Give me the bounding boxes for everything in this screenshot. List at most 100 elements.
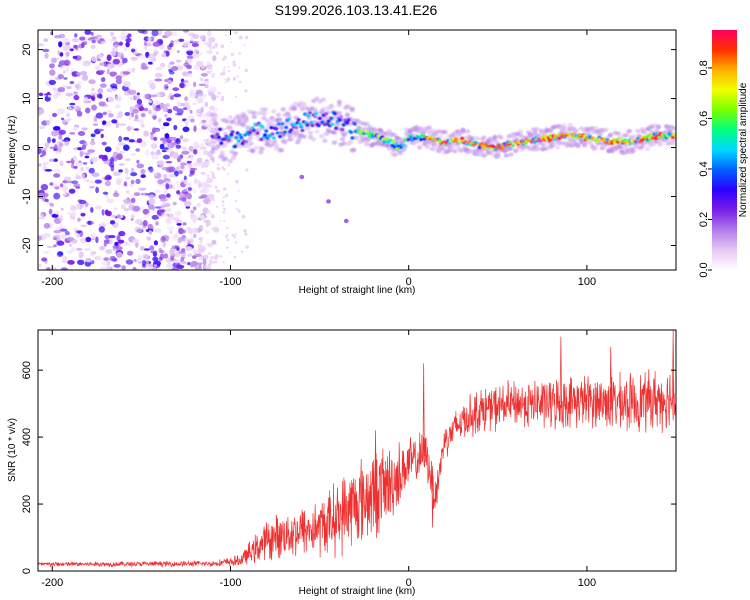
noise-blob (190, 153, 194, 161)
noise-blob (62, 118, 66, 125)
noise-blob (176, 222, 182, 226)
signal-halo (271, 109, 277, 114)
noise-blob (186, 105, 191, 111)
noise-blob (95, 66, 101, 71)
noise-blob (203, 219, 211, 223)
signal-halo (269, 115, 275, 121)
noise-blob (53, 173, 61, 178)
noise-blob (155, 221, 159, 226)
noise-blob (186, 246, 193, 252)
noise-blob (166, 263, 173, 269)
noise-blob (188, 70, 193, 74)
signal-halo (474, 136, 480, 141)
noise-dot (222, 196, 225, 199)
noise-blob (113, 207, 118, 211)
snr-y-tick-label: 400 (21, 428, 33, 446)
signal-halo (248, 135, 254, 140)
signal-halo (578, 126, 585, 131)
noise-blob (139, 245, 145, 251)
noise-blob (148, 230, 153, 235)
colorbar-tick-label: 0.4 (698, 161, 710, 176)
noise-blob (206, 49, 213, 55)
signal-band (210, 96, 676, 164)
noise-blob (54, 168, 62, 174)
signal-halo (437, 134, 443, 139)
noise-blob (78, 199, 87, 205)
noise-blob (51, 138, 56, 143)
noise-blob (165, 166, 174, 173)
noise-blob (40, 184, 49, 191)
noise-blob (170, 95, 174, 101)
noise-dot (235, 179, 239, 184)
noise-blob (70, 163, 75, 169)
spectrogram-y-tick-label: 0 (21, 144, 33, 150)
noise-blob (165, 183, 170, 190)
noise-blob (73, 165, 78, 169)
noise-blob (191, 227, 199, 234)
noise-blob (166, 193, 171, 198)
signal-halo (341, 141, 347, 146)
noise-blob (73, 44, 78, 49)
snr-x-tick-label: 0 (406, 577, 412, 589)
noise-blob (70, 247, 76, 252)
signal-core (317, 116, 322, 121)
noise-blob (57, 74, 64, 79)
noise-blob (69, 132, 76, 135)
noise-blob (152, 41, 161, 47)
noise-dot (225, 34, 227, 37)
signal-core (216, 135, 221, 139)
noise-blob (65, 180, 74, 184)
signal-halo (493, 139, 500, 144)
noise-blob (196, 157, 203, 164)
snr-x-axis: -200 -100 0 100 (41, 330, 596, 589)
noise-blob (135, 218, 142, 225)
signal-core (552, 137, 557, 142)
noise-blob (204, 230, 210, 235)
noise-blob (46, 245, 54, 249)
noise-dot (226, 233, 229, 236)
noise-blob (163, 83, 169, 91)
signal-halo (534, 127, 540, 132)
noise-blob (104, 176, 108, 181)
signal-halo (336, 102, 342, 108)
colorbar-tick-label: 0.6 (698, 111, 710, 126)
signal-core (421, 134, 426, 138)
noise-blob (112, 151, 119, 156)
noise-blob (109, 157, 115, 163)
signal-halo (551, 141, 557, 146)
signal-halo (227, 125, 233, 130)
noise-blob (118, 123, 127, 126)
signal-core (310, 123, 315, 128)
noise-blob (159, 103, 168, 109)
noise-blob (69, 243, 73, 247)
noise-blob (153, 172, 158, 176)
snr-x-tick-label: 100 (578, 577, 596, 589)
noise-blob (176, 108, 184, 115)
noise-blob (148, 203, 154, 210)
signal-core (320, 120, 325, 124)
signal-halo (615, 131, 622, 136)
noise-blob (67, 105, 72, 110)
noise-blob (119, 150, 125, 154)
noise-blob (55, 227, 62, 231)
noise-blob (62, 256, 68, 263)
noise-blob (196, 179, 201, 183)
noise-dot (227, 163, 231, 167)
noise-blob (90, 92, 97, 97)
noise-blob (197, 52, 203, 56)
signal-halo (508, 152, 514, 157)
noise-blob (112, 44, 120, 49)
noise-dot (243, 44, 246, 47)
noise-blob (49, 69, 56, 76)
noise-blob (146, 212, 151, 216)
noise-blob (211, 239, 217, 245)
noise-blob (92, 123, 99, 126)
noise-blob (43, 233, 51, 238)
noise-blob (163, 253, 169, 259)
noise-blob (79, 36, 86, 41)
noise-blob (59, 183, 64, 188)
noise-blob (123, 144, 130, 151)
signal-core (341, 123, 346, 127)
noise-blob (61, 139, 68, 142)
